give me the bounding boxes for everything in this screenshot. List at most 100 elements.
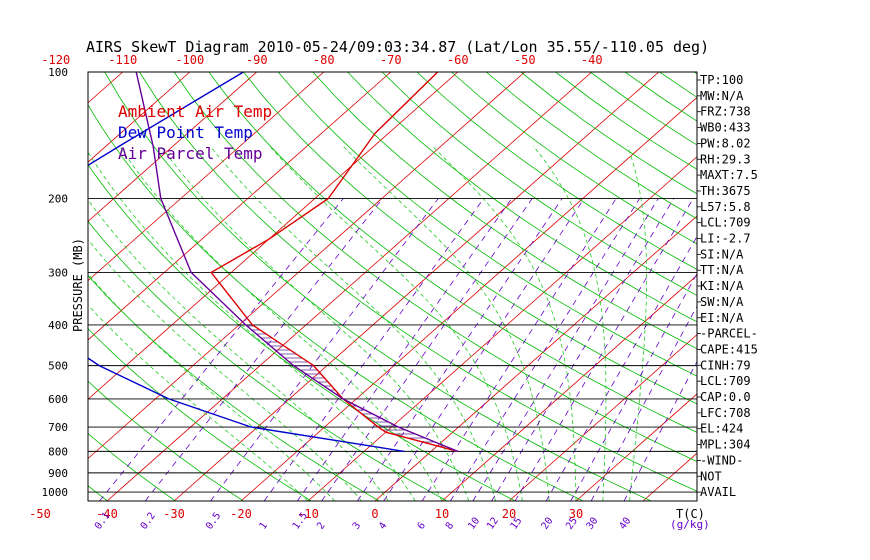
isotherm-line xyxy=(106,72,593,501)
mixing-ratio-line xyxy=(545,235,697,501)
mixing-ratio-label: 10 xyxy=(466,516,482,532)
index-label: LCL:709 xyxy=(700,216,751,230)
pressure-tick-label: 200 xyxy=(48,192,68,205)
index-label: TP:100 xyxy=(700,73,743,87)
isotherm-line xyxy=(441,274,697,501)
pressure-tick-label: 1000 xyxy=(42,486,69,499)
index-label: LI:-2.7 xyxy=(700,232,751,246)
index-label: LFC:708 xyxy=(700,406,751,420)
isotherm-line xyxy=(88,72,191,163)
mixing-ratio-label: 4 xyxy=(377,520,389,531)
index-label: SW:N/A xyxy=(700,295,744,309)
top-temp-tick-label: -90 xyxy=(246,53,268,67)
index-label: -WIND- xyxy=(700,453,743,467)
bottom-temp-tick-label: -30 xyxy=(163,507,185,521)
dry-adiabat-line xyxy=(416,72,697,270)
temp-unit-label: T(C) xyxy=(676,507,705,521)
index-label: CAPE:415 xyxy=(700,342,758,356)
pressure-tick-label: 600 xyxy=(48,393,68,406)
mixing-ratio-line xyxy=(623,360,697,501)
mixing-ratio-line xyxy=(210,198,439,501)
mixing-ratio-line xyxy=(450,198,640,501)
index-label: EI:N/A xyxy=(700,311,744,325)
dry-adiabat-line xyxy=(485,72,697,220)
series-lines xyxy=(88,72,459,453)
index-label: LCL:709 xyxy=(700,374,751,388)
index-label: NOT xyxy=(700,469,722,483)
dry-adiabat-line xyxy=(520,72,697,195)
top-temp-tick-label: -100 xyxy=(175,53,204,67)
isotherm-line xyxy=(88,72,325,282)
bottom-temp-tick-label: 20 xyxy=(502,507,516,521)
mixing-ratio-label: 2 xyxy=(315,520,327,531)
index-label: FRZ:738 xyxy=(700,105,751,119)
dry-adiabat-line xyxy=(347,72,697,323)
mixing-ratio-line xyxy=(357,198,563,501)
mixing-ratio-label: 1 xyxy=(258,520,270,531)
mixing-ratio-label: 30 xyxy=(585,516,601,532)
mixing-unit-label: (g/kg) xyxy=(670,518,710,531)
mixing-ratio-line xyxy=(144,198,383,501)
mixing-ratio-label: 40 xyxy=(617,516,633,532)
index-label: CAP:0.0 xyxy=(700,390,751,404)
chart-title: AIRS SkewT Diagram 2010-05-24/09:03:34.8… xyxy=(86,38,709,56)
dry-adiabat-line xyxy=(659,72,697,98)
plot-frame xyxy=(87,71,698,502)
index-label: TH:3675 xyxy=(700,184,751,198)
isotherm-line xyxy=(374,215,697,501)
isotherm-line xyxy=(88,72,392,341)
bottom-temp-tick-label: -10 xyxy=(297,507,319,521)
mixing-ratio-label: 8 xyxy=(444,520,456,531)
index-label: -PARCEL- xyxy=(700,327,758,341)
bottom-temp-tick-label: -20 xyxy=(230,507,252,521)
series-line-2 xyxy=(135,72,459,453)
index-label: AVAIL xyxy=(700,485,736,499)
top-temp-tick-label: -70 xyxy=(380,53,402,67)
top-temp-tick-label: -110 xyxy=(108,53,137,67)
isotherm-line xyxy=(88,72,459,400)
isotherm-line xyxy=(575,393,697,501)
index-label: MPL:304 xyxy=(700,438,751,452)
mixing-ratio-label: 20 xyxy=(540,516,556,532)
mixing-ratio-line xyxy=(590,305,697,501)
index-label: MW:N/A xyxy=(700,89,744,103)
mixing-ratio-line xyxy=(491,198,675,501)
legend-entry: Air Parcel Temp xyxy=(118,144,263,163)
isotherm-line xyxy=(88,72,526,460)
top-temp-tick-label: -80 xyxy=(313,53,335,67)
mixing-ratio-label: 0.5 xyxy=(204,511,223,532)
dry-adiabat-line xyxy=(173,72,697,462)
pressure-tick-label: 300 xyxy=(48,266,68,279)
pressure-tick-label: 100 xyxy=(48,66,68,79)
pressure-tick-label: 500 xyxy=(48,360,68,373)
index-label: WB0:433 xyxy=(700,121,751,135)
dry-adiabat-line xyxy=(798,72,870,503)
mixing-ratio-line xyxy=(570,272,697,501)
index-label: CINH:79 xyxy=(700,358,751,372)
index-label: SI:N/A xyxy=(700,247,744,261)
dry-adiabat-line xyxy=(208,72,697,433)
mixing-ratio-line xyxy=(514,198,694,501)
index-label: KI:N/A xyxy=(700,279,744,293)
isotherm-line xyxy=(88,72,124,104)
index-label: L57:5.8 xyxy=(700,200,751,214)
bottom-temp-tick-label: 10 xyxy=(435,507,449,521)
isotherm-line xyxy=(642,452,697,501)
moist-adiabat-line xyxy=(627,145,647,501)
top-temp-tick-labels: -120 -110 -100 -90 -80 -70 -60 -50 -40 xyxy=(41,53,602,67)
mixing-ratio-line xyxy=(99,198,344,501)
moist-adiabat-line xyxy=(88,199,389,501)
isotherm-line xyxy=(240,96,697,501)
mixing-ratio-line xyxy=(383,198,585,501)
legend-entry: Dew Point Temp xyxy=(118,123,253,142)
index-label: RH:29.3 xyxy=(700,152,751,166)
moist-adiabat-line xyxy=(431,145,577,501)
dry-adiabat-line xyxy=(833,72,870,503)
mixing-ratio-line xyxy=(321,198,533,501)
moist-adiabat-line xyxy=(88,304,309,501)
legend: Ambient Air Temp Dew Point Temp Air Parcel… xyxy=(118,102,272,163)
dry-adiabat-line xyxy=(381,72,697,296)
legend-entry: Ambient Air Temp xyxy=(118,102,272,121)
mixing-ratio-label: 6 xyxy=(416,520,428,531)
